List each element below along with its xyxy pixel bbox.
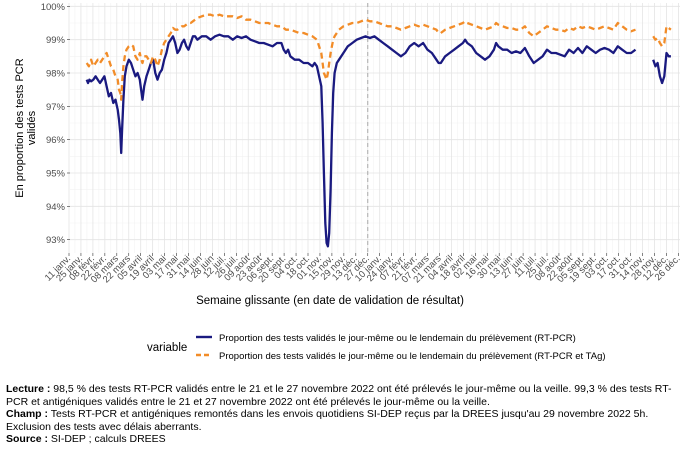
- grid-minor: [70, 3, 680, 253]
- x-axis-label: Semaine glissante (en date de validation…: [196, 295, 464, 307]
- y-tick-label: 93%: [46, 235, 66, 246]
- x-tick-labels: 11 janv.25 janv.08 févr.22 févr.08 mars2…: [43, 253, 683, 285]
- series-group: [85, 13, 672, 248]
- legend-title: variable: [147, 342, 187, 354]
- series-line-rtpcr: [85, 33, 637, 248]
- grid-major: [68, 3, 680, 253]
- y-tick-label: 98%: [46, 69, 66, 80]
- legend: variable Proportion des tests validés le…: [147, 333, 606, 362]
- chart: 93% 94% 95% 96% 97% 98% 99% 100% 11 janv.25 jan…: [14, 2, 683, 362]
- y-tick-label: 94%: [46, 202, 66, 213]
- y-tick-label: 99%: [46, 35, 66, 46]
- note-champ-text: Tests RT-PCR et antigéniques remontés da…: [6, 408, 649, 433]
- y-tick-label: 96%: [46, 135, 66, 146]
- legend-label-rtpcr: Proportion des tests validés le jour-mêm…: [219, 333, 576, 344]
- note-source: Source : SI-DEP ; calculs DREES: [6, 433, 686, 446]
- y-tick-labels: 93% 94% 95% 96% 97% 98% 99% 100%: [41, 2, 70, 246]
- y-axis-label-line1: En proportion des tests PCR: [14, 58, 26, 197]
- y-tick-label: 95%: [46, 169, 66, 180]
- legend-label-rtpcr-tag: Proportion des tests validés le jour-mêm…: [219, 351, 606, 362]
- series-line-rtpcr-tag: [652, 25, 672, 48]
- series-line-rtpcr: [652, 51, 671, 85]
- note-lecture-text: 98,5 % des tests RT-PCR validés entre le…: [6, 383, 672, 408]
- y-tick-label: 100%: [41, 2, 66, 13]
- note-source-label: Source :: [6, 433, 49, 445]
- y-tick-label: 97%: [46, 102, 66, 113]
- note-champ: Champ : Tests RT-PCR et antigéniques rem…: [6, 408, 686, 433]
- note-lecture: Lecture : 98,5 % des tests RT-PCR validé…: [6, 383, 686, 408]
- series-line-rtpcr-tag: [85, 13, 636, 101]
- note-lecture-label: Lecture :: [6, 383, 51, 395]
- note-champ-label: Champ :: [6, 408, 48, 420]
- plot-background: [70, 3, 680, 253]
- note-source-text: SI-DEP ; calculs DREES: [48, 433, 166, 445]
- y-axis-label-line2: validés: [26, 110, 38, 145]
